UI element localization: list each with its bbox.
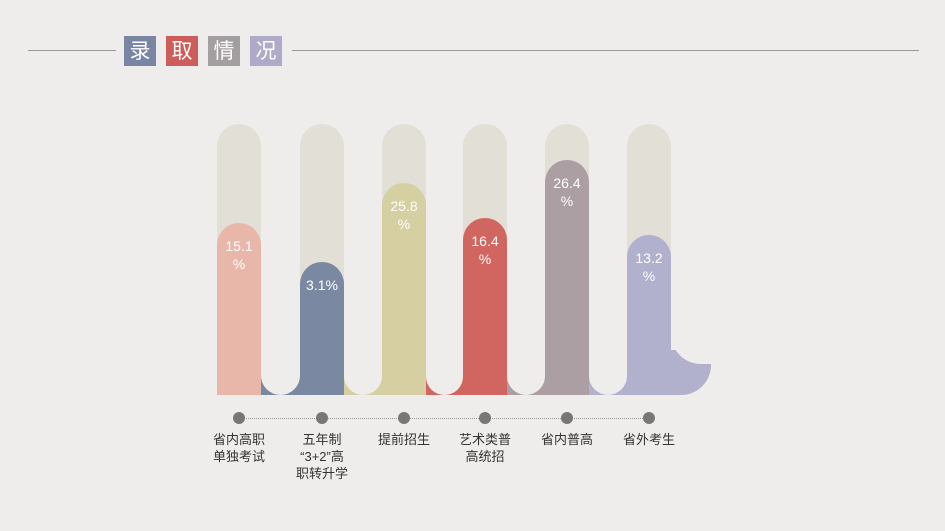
bar-gap (507, 124, 545, 395)
bar-6 (627, 235, 671, 395)
timeline-dot (561, 412, 573, 424)
timeline-dot (316, 412, 328, 424)
title-char-box: 情 (208, 36, 240, 66)
data-label: 3.1% (306, 277, 338, 293)
title-rule-right (292, 50, 919, 51)
bar-4 (463, 218, 507, 395)
title-char-box: 况 (250, 36, 282, 66)
category-label: 省内普高 (540, 432, 593, 447)
title-rule-left (28, 50, 116, 51)
category-label: 艺术类普 高统招 (458, 432, 511, 464)
category-label: 省内高职 单独考试 (212, 432, 265, 464)
timeline-dot (643, 412, 655, 424)
title-char-box: 录 (124, 36, 156, 66)
bar-gap (344, 124, 382, 395)
timeline-dot (479, 412, 491, 424)
bar-1 (217, 223, 261, 395)
bar-gap (426, 124, 463, 395)
bar-gap (261, 124, 300, 395)
bar-3 (382, 183, 426, 395)
category-label: 五年制 “3+2”高 职转升学 (295, 432, 348, 481)
bar-gap (589, 124, 627, 395)
timeline-dot (398, 412, 410, 424)
data-label: 16.4 % (471, 233, 499, 267)
data-label: 13.2 % (635, 250, 663, 284)
data-label: 26.4 % (553, 175, 581, 209)
data-label: 25.8 % (390, 198, 418, 232)
bar-2 (300, 262, 344, 395)
bar-gap (671, 124, 731, 364)
timeline-dot (233, 412, 245, 424)
bar-5 (545, 160, 589, 395)
timeline-axis (240, 418, 651, 419)
title-char-box: 取 (166, 36, 198, 66)
category-label: 提前招生 (377, 432, 430, 447)
category-label: 省外考生 (622, 432, 675, 447)
data-label: 15.1 % (225, 238, 253, 272)
